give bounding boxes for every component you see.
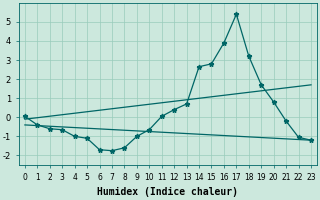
X-axis label: Humidex (Indice chaleur): Humidex (Indice chaleur) (98, 187, 238, 197)
